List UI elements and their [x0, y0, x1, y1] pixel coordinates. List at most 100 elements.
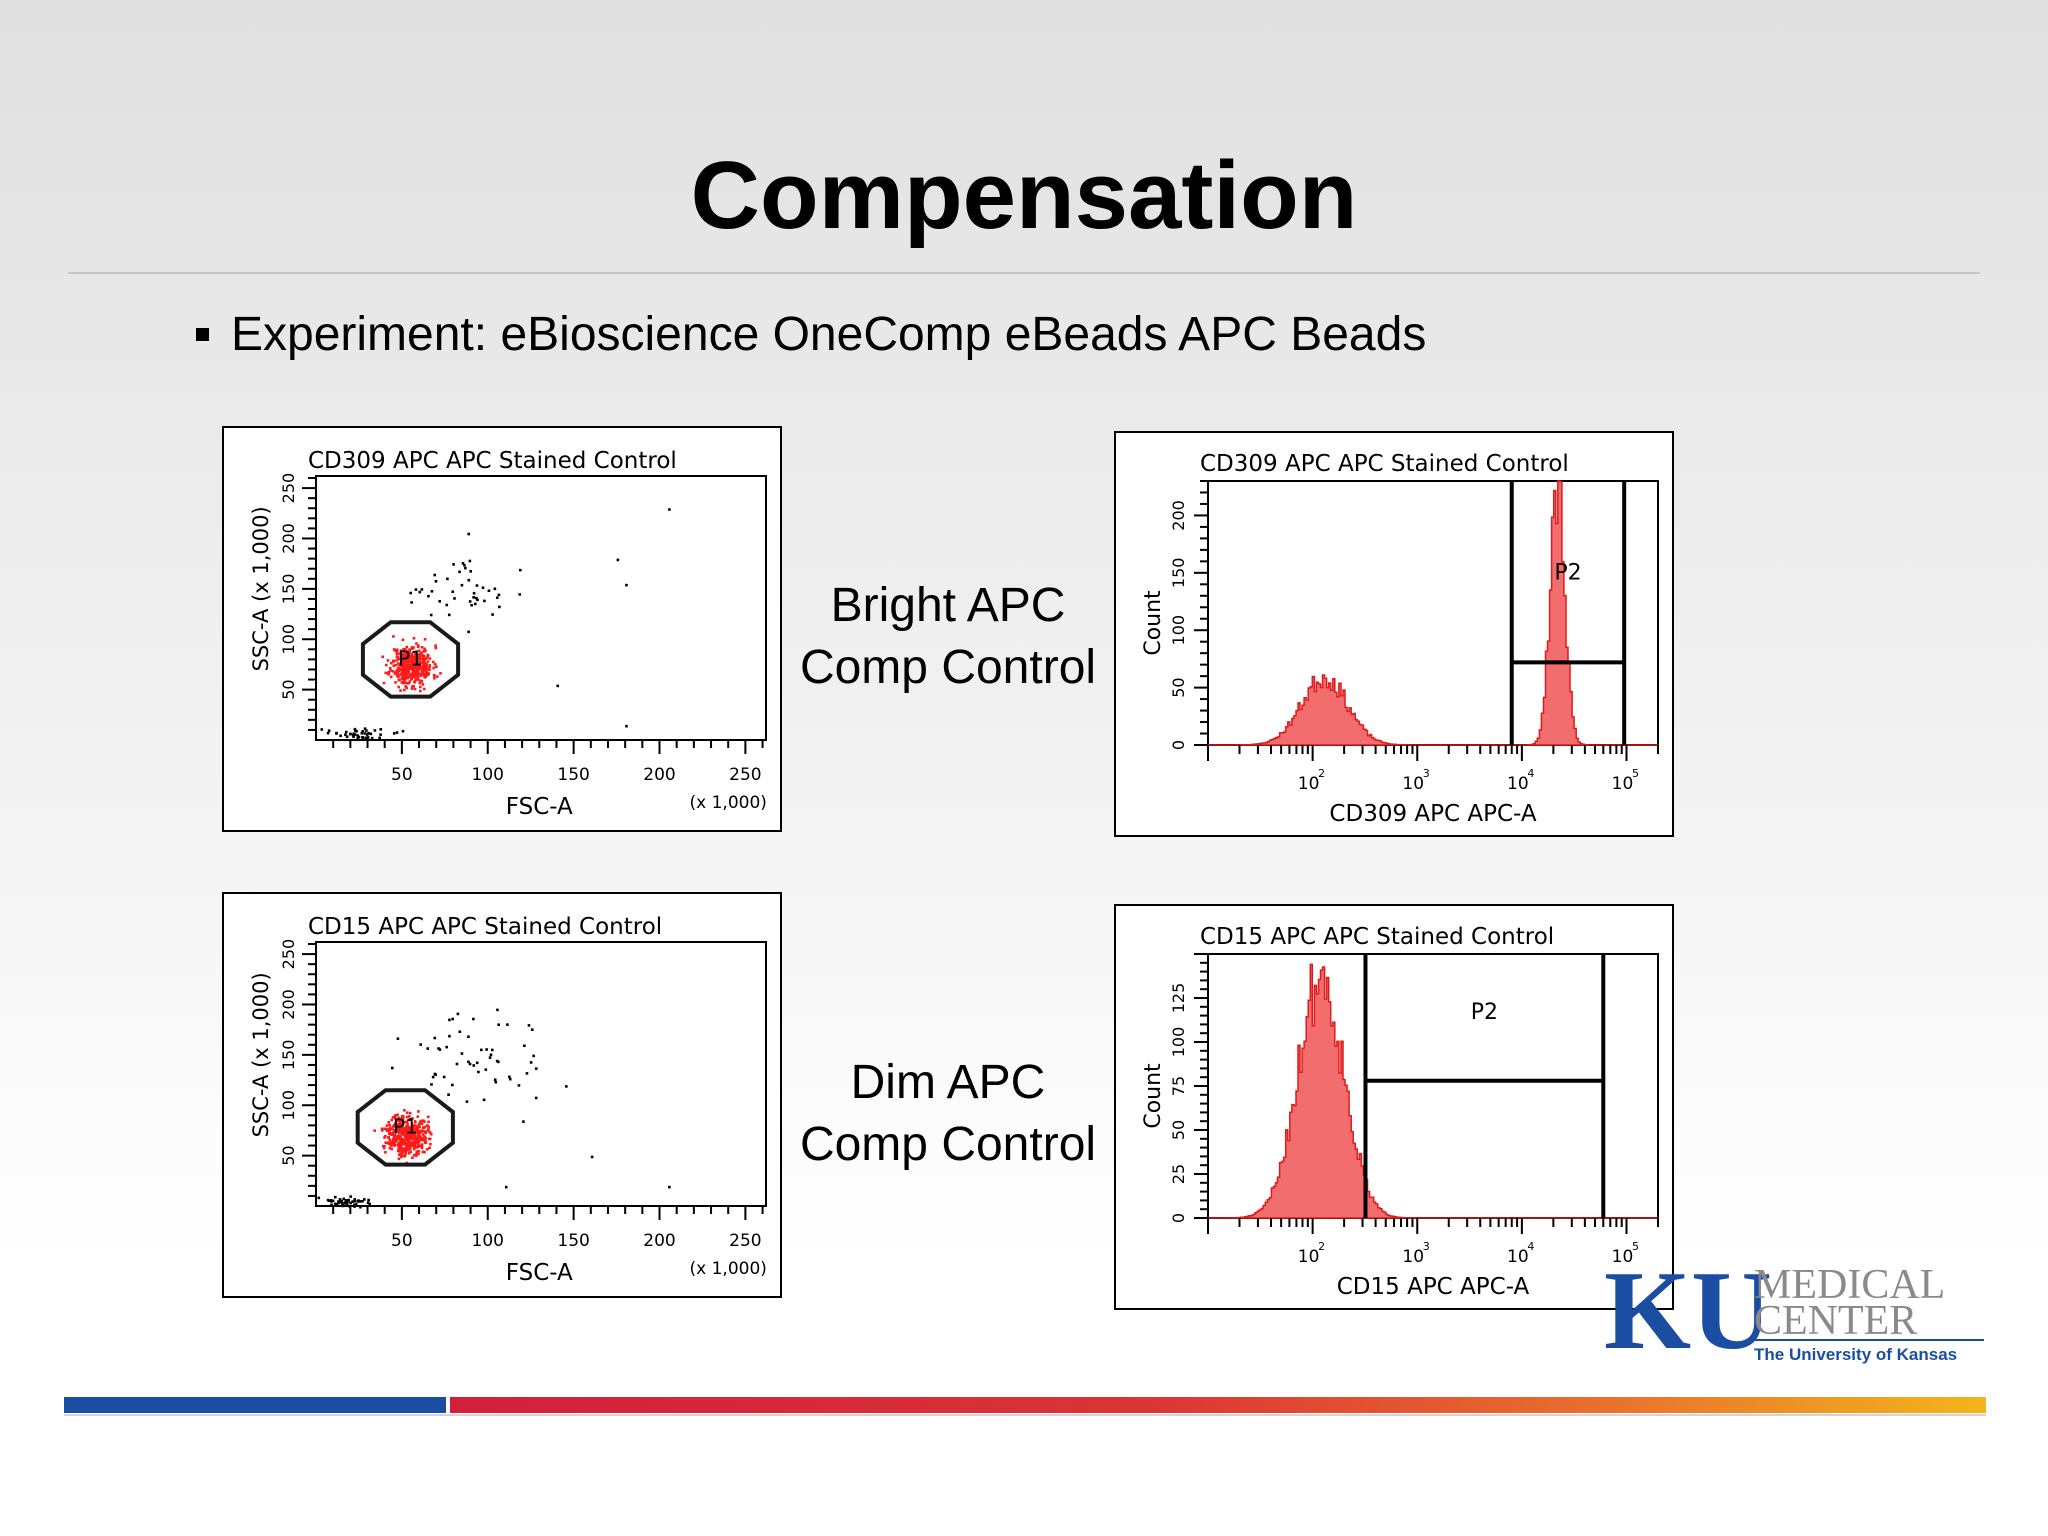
event-dot [416, 1128, 420, 1131]
event-dot [467, 630, 470, 634]
event-dot [428, 657, 432, 660]
event-dot [367, 731, 370, 735]
event-dot [382, 681, 386, 685]
event-dot [419, 679, 423, 683]
event-dot [384, 1141, 388, 1145]
event-dot [668, 508, 671, 511]
event-dot [432, 673, 436, 677]
event-dot [494, 1080, 498, 1084]
event-dot [359, 1205, 362, 1209]
event-dot [365, 729, 368, 732]
event-dot [397, 1157, 401, 1161]
event-dot [413, 687, 417, 691]
event-dot [394, 1122, 397, 1125]
event-dot [415, 1150, 419, 1154]
event-dot [403, 1131, 406, 1134]
x-tick-label: 200 [643, 1231, 675, 1251]
event-dot [407, 1140, 411, 1143]
event-dot [345, 1202, 349, 1205]
event-dot [527, 1024, 531, 1027]
event-dot [418, 664, 422, 667]
y-tick-label: 100 [279, 1090, 298, 1121]
event-dot [408, 1118, 412, 1122]
event-dot [349, 1195, 352, 1198]
caption-bright: Bright APC Comp Control [778, 575, 1118, 699]
event-dot [406, 1148, 410, 1152]
event-dot [370, 736, 374, 740]
event-dot [392, 1140, 396, 1144]
event-dot [405, 664, 408, 667]
event-dot [402, 672, 406, 676]
event-dot [416, 1126, 420, 1130]
event-dot [400, 1150, 404, 1154]
x-tick-label: 105 [1612, 767, 1639, 794]
event-dot [344, 1199, 348, 1202]
event-dot [403, 669, 406, 672]
event-dot [398, 678, 401, 682]
plot-area [1207, 953, 1659, 1219]
event-dot [445, 603, 449, 607]
scatter-panel-cd15: CD15 APC APC Stained Control 50 100 150 200 2… [222, 892, 782, 1298]
y-tick-label: 100 [1169, 615, 1188, 646]
title-divider [68, 272, 1980, 274]
event-dot [413, 1143, 417, 1147]
caption-dim-line1: Dim APC [850, 1056, 1046, 1109]
bullet-text: Experiment: eBioscience OneComp eBeads A… [231, 307, 1427, 361]
event-dot [400, 1154, 403, 1158]
event-dot [415, 674, 418, 678]
event-dot [356, 734, 360, 737]
event-dot [517, 1084, 521, 1087]
event-dot [425, 662, 428, 666]
event-dot [488, 1056, 492, 1059]
event-dot [400, 1132, 404, 1136]
event-dot [389, 675, 393, 679]
event-dot [413, 681, 416, 684]
event-dot [429, 1132, 433, 1136]
event-dot [464, 566, 467, 570]
event-dot [381, 1144, 385, 1148]
event-dot [396, 671, 399, 675]
y-tick-label: 0 [1169, 1213, 1188, 1223]
event-dot [335, 1202, 338, 1206]
event-dot [408, 1135, 412, 1138]
event-dot [398, 673, 402, 677]
event-dot [498, 605, 501, 609]
event-dot [438, 599, 442, 603]
event-dot [404, 1125, 408, 1128]
event-dot [393, 1130, 397, 1133]
event-dot [401, 677, 405, 681]
event-dot [403, 651, 406, 655]
event-dot [487, 589, 491, 593]
event-dot [401, 1130, 405, 1133]
event-dot [472, 596, 475, 599]
event-dot [391, 1138, 395, 1141]
event-dot [467, 532, 471, 536]
event-dot [405, 645, 409, 649]
event-dot [400, 681, 404, 684]
event-dot [403, 1153, 407, 1157]
event-dot [362, 738, 365, 742]
event-dot [398, 1120, 402, 1124]
event-dot [341, 1202, 344, 1205]
event-dot [390, 1141, 393, 1145]
event-dot [407, 1115, 411, 1118]
logo-line1: MEDICAL [1754, 1262, 1945, 1308]
event-dot [382, 1146, 386, 1150]
event-dot [418, 689, 422, 693]
event-dot [401, 664, 405, 668]
y-tick-label: 250 [279, 473, 298, 504]
event-dot [409, 1137, 412, 1141]
event-dot [415, 1146, 419, 1149]
event-dot [415, 1125, 419, 1129]
event-dot [408, 649, 412, 652]
event-dot [423, 672, 426, 676]
event-dot [420, 1119, 423, 1123]
event-dot [366, 736, 370, 739]
footer-color-bar [64, 1397, 1986, 1413]
footer-bar-blue [64, 1397, 446, 1413]
x-tick-label: 105 [1612, 1240, 1639, 1267]
event-dot [408, 680, 412, 683]
x-tick-base: 10 [1507, 774, 1529, 794]
event-dot [386, 1127, 389, 1131]
event-dot [340, 1199, 343, 1203]
